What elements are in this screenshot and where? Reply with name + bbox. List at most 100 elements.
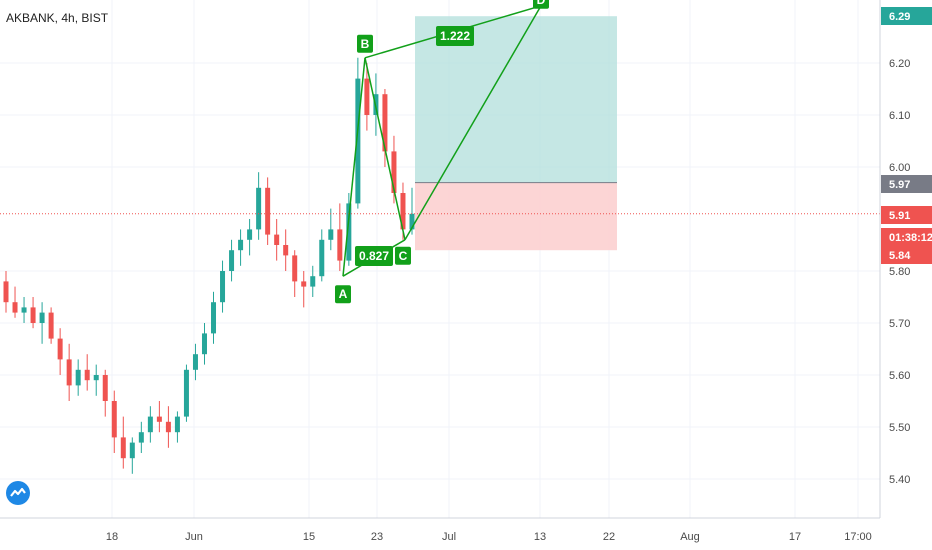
candle [201,323,207,365]
x-tick-label: Jun [185,531,203,543]
candle-body [346,203,352,261]
candle [301,271,307,308]
x-tick-label: 15 [303,531,315,543]
candle-body [292,255,298,282]
candle-body [66,359,72,386]
candle [3,271,9,313]
candle-body [48,312,54,339]
candle-body [238,239,244,251]
pattern-point-badge [533,0,549,9]
candle-body [211,302,217,334]
tradingview-logo-icon[interactable] [6,481,30,505]
candle-body [84,369,90,381]
candle-body [274,234,280,245]
candle [247,219,253,256]
y-tick-label: 5.40 [889,474,910,486]
x-tick-label: 17:00 [844,531,872,543]
candle [30,297,36,329]
pattern-point-b: B [361,37,370,51]
candle [391,135,397,204]
price-tag-stop: 5.84 [889,250,911,262]
candle [364,63,370,131]
pattern-point-badge [357,34,373,53]
candle [120,416,126,469]
price-tags: 6.29 5.97 5.91 01:38:12 5.84 [881,7,932,264]
candle [283,229,289,271]
x-tick-label: Aug [680,531,700,543]
x-tick-label: 18 [106,531,118,543]
price-tag-stop-bg [881,246,932,264]
candle-body [12,302,18,313]
candles [3,57,415,474]
pattern-leg [404,5,542,241]
candle [21,297,27,323]
candle-body [3,281,9,303]
candle [328,208,334,251]
candle [220,260,226,313]
price-tag-entry: 5.97 [889,179,910,191]
candle-body [192,354,198,370]
ratio-badge [355,246,393,266]
ratio-badge [436,26,474,46]
candle [129,437,135,474]
price-tag-target-bg [881,7,932,25]
candle [48,307,54,344]
candle-body [156,416,162,422]
candle-body [337,229,343,261]
candle-body [400,193,406,230]
candle-body [409,213,415,230]
candle-body [310,276,316,287]
abcd-pattern[interactable]: A B C D 1.222 0.827 [335,0,549,304]
candle [111,390,117,453]
candle-body [174,416,180,433]
candle [238,229,244,266]
pattern-point-badge [395,246,411,265]
candle-body [75,369,81,386]
candle [93,364,99,396]
x-tick-label: 23 [371,531,383,543]
y-tick-label: 6.20 [889,58,910,70]
y-tick-label: 5.60 [889,370,910,382]
candle [229,239,235,282]
pattern-point-badge [335,285,351,304]
ratio-label: 0.827 [359,249,389,263]
candle-body [265,187,271,235]
y-tick-label: 5.50 [889,422,910,434]
chart-grid [0,0,880,518]
candle-body [39,312,45,323]
candle-body [30,307,36,323]
candle-body [391,151,397,193]
candle [310,265,316,297]
pattern-leg [342,57,366,277]
candle [102,369,108,417]
candle-body [93,375,99,381]
x-tick-label: 22 [603,531,615,543]
position-zones [415,16,617,251]
pattern-point-a: A [339,287,348,301]
candle-body [229,250,235,271]
candle [156,401,162,433]
price-axis[interactable]: 6.20 6.10 6.00 5.80 5.70 5.60 5.50 5.40 [889,58,910,486]
candle [265,177,271,245]
x-tick-label: 13 [534,531,546,543]
logo-mark-icon [10,487,26,497]
price-tag-last-bg [881,206,932,224]
candle-body [57,338,63,360]
candle [57,328,63,375]
candle-body [355,78,361,204]
candle [174,411,180,443]
candle [256,172,262,240]
candle-body [102,375,108,401]
candle [274,219,280,261]
candle [147,406,153,443]
x-tick-label: 17 [789,531,801,543]
time-axis[interactable]: 18 Jun 15 23 Jul 13 22 Aug 17 17:00 [106,531,872,543]
y-tick-label: 5.80 [889,266,910,278]
candle-body [129,442,135,459]
candle [211,291,217,344]
symbol-title: AKBANK, 4h, BIST [6,11,109,25]
candle [66,343,72,401]
candle [138,421,144,453]
y-tick-label: 5.70 [889,318,910,330]
